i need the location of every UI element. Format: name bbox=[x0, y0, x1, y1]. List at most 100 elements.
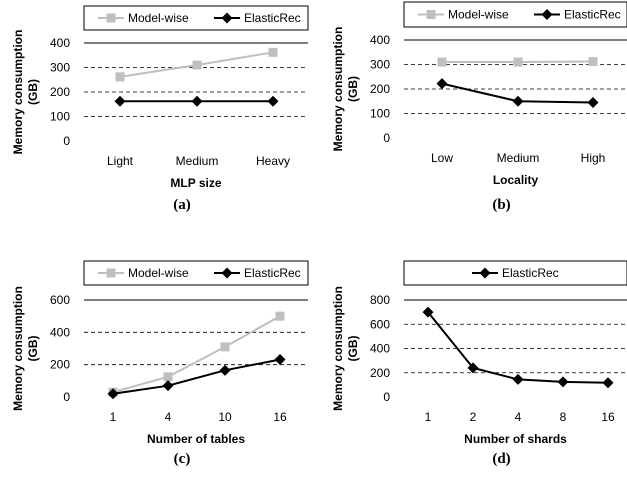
data-point bbox=[422, 306, 434, 318]
data-point bbox=[267, 95, 279, 107]
data-point bbox=[437, 57, 447, 67]
y-tick-label: 200 bbox=[50, 358, 70, 372]
legend-box bbox=[403, 1, 627, 28]
x-tick-label: Low bbox=[431, 151, 453, 165]
data-point bbox=[512, 95, 524, 107]
x-tick-label: Medium bbox=[497, 151, 540, 165]
legend-label: Model-wise bbox=[448, 8, 509, 22]
legend-label: ElasticRec bbox=[502, 266, 559, 280]
y-axis-title-line: (GB) bbox=[346, 76, 360, 102]
chart-panel-1: 0 100 200 300 400 Light Medium Heavy MLP size Mem… bbox=[11, 5, 309, 213]
y-axis-title: Memory consumption(GB) bbox=[11, 286, 40, 411]
data-point bbox=[557, 376, 569, 388]
data-point bbox=[192, 60, 202, 70]
y-tick-label: 600 bbox=[370, 317, 390, 331]
panel-label: (a) bbox=[173, 197, 191, 213]
data-point bbox=[467, 362, 479, 374]
y-tick-label: 300 bbox=[50, 61, 70, 75]
y-tick-label: 400 bbox=[50, 36, 70, 50]
legend-marker bbox=[221, 12, 233, 24]
x-tick-label: Medium bbox=[176, 154, 219, 168]
x-axis-title: Number of tables bbox=[147, 432, 245, 446]
legend-label: ElasticRec bbox=[244, 266, 301, 280]
data-point bbox=[275, 311, 285, 321]
data-point bbox=[274, 353, 286, 365]
legend-marker bbox=[106, 13, 116, 23]
y-tick-label: 0 bbox=[63, 134, 70, 148]
x-tick-label: 1 bbox=[110, 410, 117, 424]
x-tick-label: 4 bbox=[515, 410, 522, 424]
x-tick-label: Heavy bbox=[256, 154, 290, 168]
y-tick-label: 600 bbox=[50, 293, 70, 307]
x-tick-label: 16 bbox=[601, 410, 615, 424]
data-point bbox=[436, 78, 448, 90]
x-axis-title: MLP size bbox=[170, 176, 221, 190]
y-tick-label: 0 bbox=[383, 390, 390, 404]
series-line-elasticrec bbox=[112, 358, 281, 395]
x-axis-title: Locality bbox=[493, 173, 539, 187]
panel-label: (b) bbox=[492, 197, 510, 213]
y-axis-title-line: (GB) bbox=[26, 336, 40, 362]
legend-marker bbox=[479, 267, 491, 279]
legend-marker bbox=[426, 10, 436, 19]
legend-marker bbox=[106, 268, 116, 278]
y-tick-label: 200 bbox=[370, 366, 390, 380]
x-tick-label: 10 bbox=[218, 410, 232, 424]
y-tick-label: 0 bbox=[383, 131, 390, 145]
chart-panel-2: 0 100 200 300 400 Low Medium High Locality Memory… bbox=[331, 1, 627, 213]
y-tick-label: 0 bbox=[63, 390, 70, 404]
data-point bbox=[588, 57, 598, 67]
data-point bbox=[587, 96, 599, 108]
x-tick-label: 1 bbox=[425, 410, 432, 424]
data-point bbox=[162, 380, 174, 392]
data-point bbox=[513, 57, 523, 67]
series-line-elasticrec bbox=[427, 311, 609, 384]
x-tick-label: 4 bbox=[165, 410, 172, 424]
y-tick-label: 400 bbox=[370, 33, 390, 47]
data-point bbox=[163, 372, 173, 382]
y-tick-label: 300 bbox=[370, 58, 390, 72]
y-axis-title-line: (GB) bbox=[346, 336, 360, 362]
x-tick-label: High bbox=[581, 151, 606, 165]
data-point bbox=[512, 373, 524, 385]
panel-label: (c) bbox=[174, 451, 191, 467]
data-point bbox=[219, 364, 231, 376]
legend-label: Model-wise bbox=[128, 266, 189, 280]
y-axis-title-line: Memory consumption bbox=[11, 30, 25, 155]
y-tick-label: 200 bbox=[370, 82, 390, 96]
legend-marker bbox=[221, 267, 233, 279]
data-point bbox=[114, 95, 126, 107]
data-point bbox=[268, 47, 278, 57]
chart-panel-3: 0 200 400 600 1 4 10 16 Number of tables Memory c… bbox=[11, 260, 309, 467]
x-tick-label: Light bbox=[107, 154, 134, 168]
series-line-model-wise bbox=[112, 315, 281, 394]
legend-label: Model-wise bbox=[128, 11, 189, 25]
y-axis-title-line: (GB) bbox=[26, 79, 40, 105]
y-axis-title-line: Memory consumption bbox=[331, 27, 345, 152]
legend-box bbox=[403, 260, 627, 286]
y-tick-label: 800 bbox=[370, 293, 390, 307]
legend-marker bbox=[541, 9, 553, 20]
y-tick-label: 400 bbox=[50, 325, 70, 339]
y-axis-title-line: Memory consumption bbox=[11, 286, 25, 411]
legend-label: ElasticRec bbox=[244, 11, 301, 25]
x-axis-title: Number of shards bbox=[464, 432, 567, 446]
legend-label: ElasticRec bbox=[564, 8, 621, 22]
y-tick-label: 100 bbox=[370, 107, 390, 121]
y-axis-title: Memory consumption(GB) bbox=[331, 286, 360, 411]
x-tick-label: 8 bbox=[560, 410, 567, 424]
data-point bbox=[602, 377, 614, 389]
data-point bbox=[115, 72, 125, 82]
panel-label: (d) bbox=[492, 451, 510, 467]
y-axis-title-line: Memory consumption bbox=[331, 286, 345, 411]
y-tick-label: 400 bbox=[370, 342, 390, 356]
x-tick-label: 2 bbox=[470, 410, 477, 424]
data-point bbox=[107, 388, 119, 400]
y-tick-label: 100 bbox=[50, 110, 70, 124]
chart-panel-4: 0 200 400 600 800 1 2 4 8 16 Number of shards Memor… bbox=[331, 260, 627, 467]
y-axis-title: Memory consumption(GB) bbox=[331, 27, 360, 152]
data-point bbox=[191, 95, 203, 107]
x-tick-label: 16 bbox=[273, 410, 287, 424]
y-tick-label: 200 bbox=[50, 85, 70, 99]
